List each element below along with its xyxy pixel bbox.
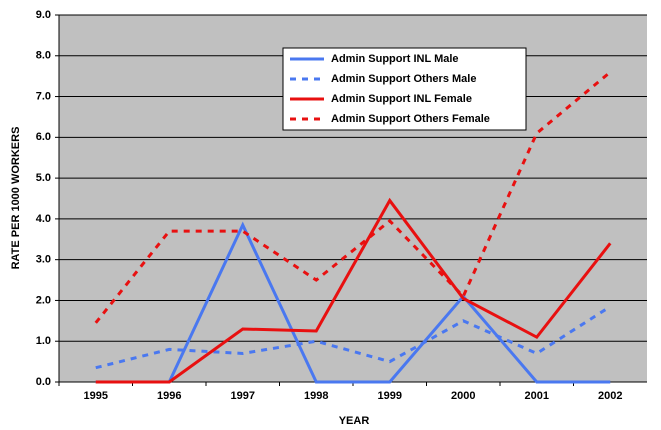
y-tick-label: 3.0 [36, 254, 51, 266]
y-tick-label: 9.0 [36, 9, 51, 21]
line-series [94, 70, 612, 324]
y-tick-label: 5.0 [36, 172, 51, 184]
y-tick-label: 0.0 [36, 376, 51, 388]
line-series [95, 305, 612, 370]
line-series [95, 197, 612, 384]
y-tick-label: 8.0 [36, 50, 51, 62]
x-tick-label: 1998 [304, 390, 328, 402]
x-tick-label: 1995 [84, 390, 108, 402]
legend-label: Admin Support Others Female [331, 113, 490, 125]
x-tick-label: 1997 [231, 390, 255, 402]
y-axis-label: RATE PER 1000 WORKERS [10, 127, 22, 270]
y-tick-label: 2.0 [36, 294, 51, 306]
x-tick-label: 2002 [598, 390, 622, 402]
x-tick-label: 1996 [157, 390, 181, 402]
line-series [95, 221, 611, 384]
x-tick-label: 2001 [525, 390, 549, 402]
y-tick-label: 4.0 [36, 213, 51, 225]
x-tick-label: 1999 [378, 390, 402, 402]
y-tick-label: 6.0 [36, 131, 51, 143]
x-tick-label: 2000 [451, 390, 475, 402]
y-tick-label: 7.0 [36, 90, 51, 102]
legend-label: Admin Support Others Male [331, 73, 476, 85]
legend-label: Admin Support INL Female [331, 93, 472, 105]
legend-label: Admin Support INL Male [331, 53, 459, 65]
y-tick-label: 1.0 [36, 335, 51, 347]
x-axis-label: YEAR [339, 415, 370, 427]
legend-box [282, 47, 527, 131]
